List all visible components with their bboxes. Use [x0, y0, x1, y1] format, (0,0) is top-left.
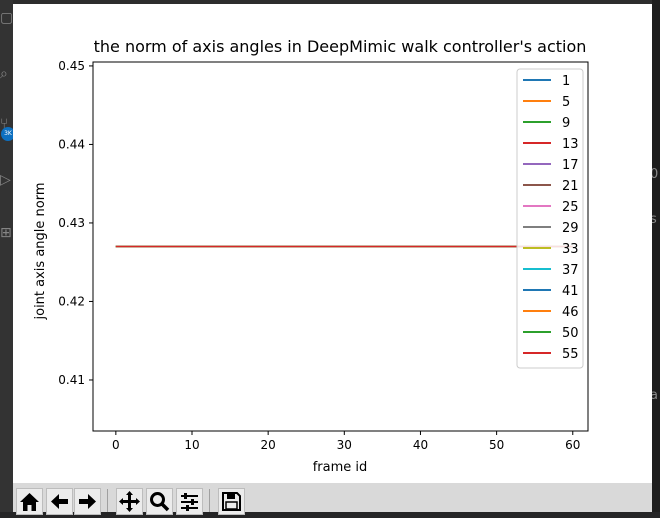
toolbar-separator [209, 489, 210, 512]
figure-window: the norm of axis angles in DeepMimic wal… [13, 4, 652, 515]
legend: 1 5 9 13 17 21 25 29 33 37 41 46 50 55 [516, 68, 584, 369]
x-tick-label: 40 [413, 438, 428, 452]
source-control-badge: 3K [1, 127, 15, 141]
legend-label: 55 [562, 347, 579, 362]
move-icon [119, 491, 140, 512]
activity-bar: ▢ ⌕ ⑂ 3K ▷ ⊞ [0, 0, 15, 512]
legend-label: 29 [562, 221, 579, 236]
y-axis-label: joint axis angle norm [33, 183, 48, 321]
navigation-toolbar [13, 483, 652, 515]
legend-label: 17 [562, 158, 579, 173]
y-tick-label: 0.42 [58, 294, 85, 308]
pan-button[interactable] [116, 488, 143, 515]
files-icon[interactable]: ▢ [0, 10, 14, 26]
legend-label: 37 [562, 263, 579, 278]
home-icon [20, 493, 39, 511]
editor-text-fragment: 0 [650, 167, 659, 182]
forward-button[interactable] [74, 488, 101, 515]
run-debug-icon[interactable]: ▷ [0, 172, 11, 188]
legend-box [516, 68, 584, 369]
source-control-icon[interactable]: ⑂ [0, 116, 9, 132]
legend-label: 46 [562, 305, 579, 320]
line-chart: the norm of axis angles in DeepMimic wal… [33, 37, 589, 475]
x-tick-label: 30 [337, 438, 352, 452]
x-tick-label: 0 [112, 438, 120, 452]
chart-title: the norm of axis angles in DeepMimic wal… [94, 37, 587, 56]
legend-label: 1 [562, 74, 570, 89]
y-axis: 0.41 0.42 0.43 0.44 0.45 [58, 59, 93, 387]
floppy-icon [222, 492, 241, 511]
x-tick-label: 60 [565, 438, 580, 452]
y-tick-label: 0.44 [58, 137, 85, 151]
editor-right-edge [652, 0, 660, 512]
extensions-icon[interactable]: ⊞ [0, 225, 12, 241]
y-tick-label: 0.43 [58, 216, 85, 230]
configure-subplots-button[interactable] [176, 488, 203, 515]
y-tick-label: 0.45 [58, 59, 85, 73]
legend-label: 9 [562, 116, 570, 131]
legend-label: 25 [562, 200, 579, 215]
editor-top-bar [0, 0, 660, 4]
arrow-left-icon [51, 494, 68, 509]
sliders-icon [181, 493, 198, 511]
editor-text-fragment: a [650, 388, 658, 403]
x-tick-label: 20 [261, 438, 276, 452]
x-tick-label: 10 [184, 438, 199, 452]
zoom-button[interactable] [146, 488, 173, 515]
home-button[interactable] [16, 488, 43, 515]
y-tick-label: 0.41 [58, 373, 85, 387]
legend-label: 33 [562, 242, 579, 257]
x-axis-label: frame id [313, 460, 368, 475]
editor-text-fragment: s [650, 212, 657, 227]
magnifier-icon [150, 492, 170, 512]
toolbar-separator [107, 489, 108, 512]
legend-label: 41 [562, 284, 579, 299]
x-tick-label: 50 [489, 438, 504, 452]
legend-label: 13 [562, 137, 579, 152]
arrow-right-icon [79, 494, 96, 509]
legend-label: 21 [562, 179, 579, 194]
legend-label: 50 [562, 326, 579, 341]
search-icon[interactable]: ⌕ [0, 66, 8, 82]
x-axis: 0 10 20 30 40 50 60 [112, 431, 580, 452]
legend-label: 5 [562, 95, 570, 110]
save-button[interactable] [218, 488, 245, 515]
back-button[interactable] [46, 488, 73, 515]
